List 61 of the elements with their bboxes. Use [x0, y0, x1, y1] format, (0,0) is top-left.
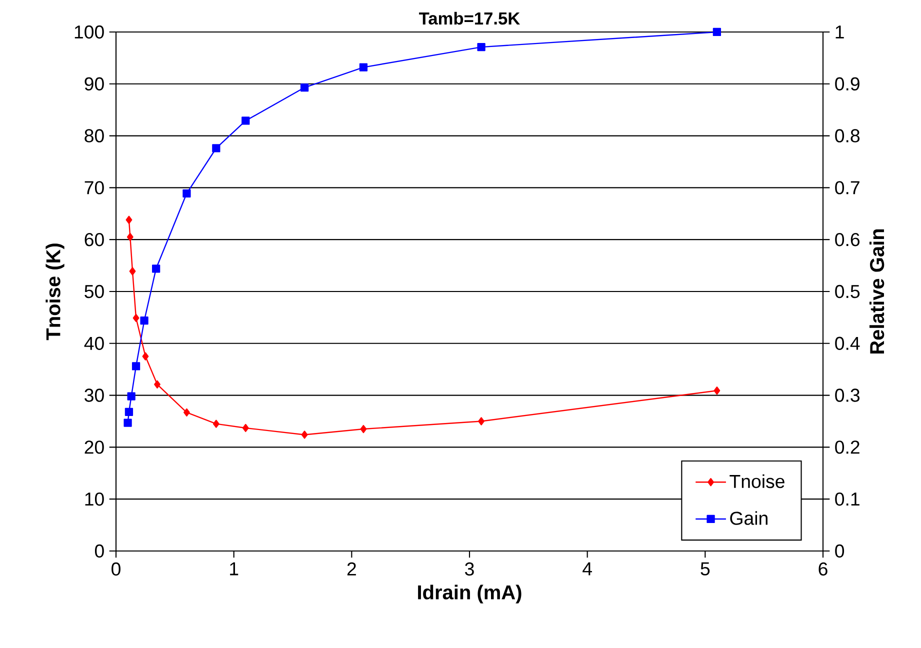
y2-axis-title: Relative Gain [869, 229, 884, 354]
point [301, 430, 308, 439]
y2-tick-label: 0.2 [835, 440, 860, 454]
legend-label: Tnoise [730, 474, 784, 488]
y2-tick-label: 0 [835, 544, 844, 558]
point [300, 83, 309, 92]
chart-title: Tamb=17.5K [419, 12, 520, 25]
y-tick-label: 90 [84, 77, 104, 91]
y-tick-label: 100 [74, 25, 104, 39]
y-tick-label: 40 [84, 336, 104, 350]
point [712, 28, 722, 36]
x-tick-label: 5 [700, 562, 710, 576]
y2-tick-label: 0.1 [835, 492, 860, 506]
y2-tick-label: 0.6 [835, 232, 860, 246]
y-tick-label: 80 [84, 129, 104, 142]
legend-label: Gain [730, 511, 768, 525]
point [212, 420, 220, 428]
y-tick-label: 60 [84, 232, 104, 246]
point [478, 417, 484, 426]
point [359, 63, 368, 72]
y2-tick-label: 0.9 [835, 77, 860, 90]
point [182, 189, 191, 198]
x-tick-label: 0 [112, 562, 120, 576]
x-tick-label: 2 [347, 562, 356, 576]
y2-tick-label: 0.7 [835, 181, 860, 194]
point [142, 352, 149, 360]
y2-tick-label: 1 [836, 26, 844, 38]
y2-tick-label: 0.8 [835, 129, 860, 142]
point [140, 316, 148, 325]
point [124, 408, 134, 416]
point [154, 380, 160, 388]
point [360, 424, 367, 434]
point [126, 232, 134, 242]
point [242, 116, 250, 125]
y-tick-label: 30 [84, 388, 104, 402]
point [242, 424, 249, 432]
point [212, 144, 220, 152]
point [124, 418, 132, 427]
y-tick-label: 10 [85, 492, 104, 506]
point [477, 42, 486, 52]
y-tick-label: 0 [94, 544, 104, 558]
point [127, 392, 136, 400]
y-tick-label: 50 [84, 284, 104, 298]
y-tick-label: 70 [84, 181, 104, 194]
x-tick-label: 4 [582, 562, 592, 576]
point [126, 216, 132, 224]
point [184, 408, 190, 416]
y-axis-title: Tnoise (K) [46, 244, 64, 340]
y-tick-label: 20 [84, 440, 104, 454]
x-axis-title: Idrain (mA) [418, 584, 522, 604]
x-tick-label: 1 [230, 562, 238, 576]
y2-tick-label: 0.3 [835, 388, 860, 402]
point [129, 267, 136, 276]
y2-tick-label: 0.5 [835, 284, 860, 298]
point [132, 362, 140, 370]
x-tick-label: 6 [818, 562, 828, 576]
point [714, 386, 720, 395]
x-tick-label: 3 [465, 562, 474, 576]
y2-tick-label: 0.4 [835, 336, 860, 350]
point [152, 264, 160, 273]
point [132, 314, 140, 322]
